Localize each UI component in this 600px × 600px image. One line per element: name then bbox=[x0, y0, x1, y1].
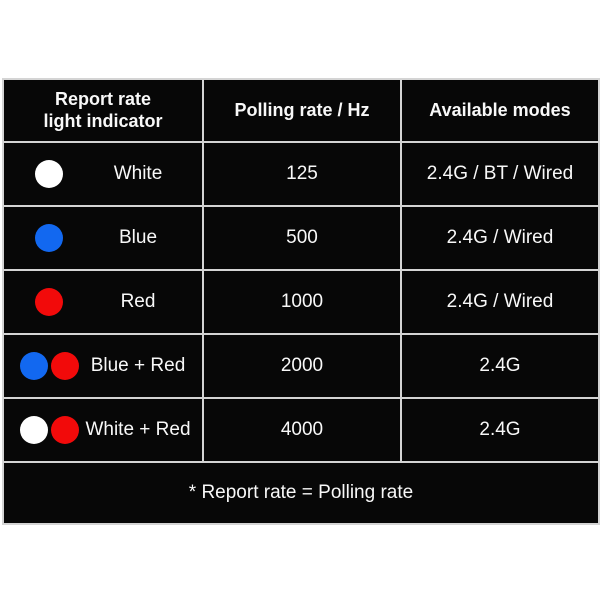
table-row: White 125 2.4G / BT / Wired bbox=[2, 141, 600, 207]
indicator-cell: Blue + Red bbox=[2, 333, 204, 399]
red-dot-icon bbox=[50, 416, 79, 444]
indicator-dots bbox=[16, 352, 82, 380]
indicator-cell: White + Red bbox=[2, 397, 204, 463]
available-modes-cell: 2.4G bbox=[400, 333, 600, 399]
available-modes-cell: 2.4G / BT / Wired bbox=[400, 141, 600, 207]
white-dot-icon bbox=[19, 416, 48, 444]
footnote: * Report rate = Polling rate bbox=[2, 461, 600, 525]
indicator-cell: Blue bbox=[2, 205, 204, 271]
red-dot-icon bbox=[35, 288, 63, 316]
indicator-dots bbox=[16, 160, 82, 188]
footer-row: * Report rate = Polling rate bbox=[2, 461, 600, 525]
indicator-dots bbox=[16, 288, 82, 316]
polling-rate-cell: 2000 bbox=[202, 333, 402, 399]
indicator-dots bbox=[16, 224, 82, 252]
table-row: White + Red 4000 2.4G bbox=[2, 397, 600, 463]
indicator-label: Red bbox=[120, 291, 156, 312]
header-row: Report rate light indicator Polling rate… bbox=[2, 78, 600, 143]
available-modes-cell: 2.4G bbox=[400, 397, 600, 463]
indicator-cell: White bbox=[2, 141, 204, 207]
header-polling-rate: Polling rate / Hz bbox=[202, 78, 402, 143]
indicator-label: Blue + Red bbox=[90, 355, 186, 376]
indicator-label: Blue bbox=[118, 227, 158, 248]
available-modes-cell: 2.4G / Wired bbox=[400, 269, 600, 335]
available-modes-cell: 2.4G / Wired bbox=[400, 205, 600, 271]
indicator-dots bbox=[16, 416, 82, 444]
polling-rate-cell: 500 bbox=[202, 205, 402, 271]
blue-dot-icon bbox=[35, 224, 63, 252]
blue-dot-icon bbox=[19, 352, 48, 380]
table-row: Red 1000 2.4G / Wired bbox=[2, 269, 600, 335]
header-report-rate-light-indicator: Report rate light indicator bbox=[2, 78, 204, 143]
polling-rate-spec-table: Report rate light indicator Polling rate… bbox=[2, 78, 600, 525]
table-row: Blue 500 2.4G / Wired bbox=[2, 205, 600, 271]
white-dot-icon bbox=[35, 160, 63, 188]
table-body: White 125 2.4G / BT / Wired Blue 500 2.4… bbox=[2, 141, 600, 463]
indicator-cell: Red bbox=[2, 269, 204, 335]
polling-rate-cell: 1000 bbox=[202, 269, 402, 335]
polling-rate-cell: 4000 bbox=[202, 397, 402, 463]
indicator-label: White + Red bbox=[85, 419, 191, 440]
indicator-label: White bbox=[113, 163, 163, 184]
header-available-modes: Available modes bbox=[400, 78, 600, 143]
red-dot-icon bbox=[50, 352, 79, 380]
table-row: Blue + Red 2000 2.4G bbox=[2, 333, 600, 399]
header-line2: light indicator bbox=[43, 110, 163, 131]
header-line1: Report rate bbox=[54, 88, 152, 109]
polling-rate-cell: 125 bbox=[202, 141, 402, 207]
